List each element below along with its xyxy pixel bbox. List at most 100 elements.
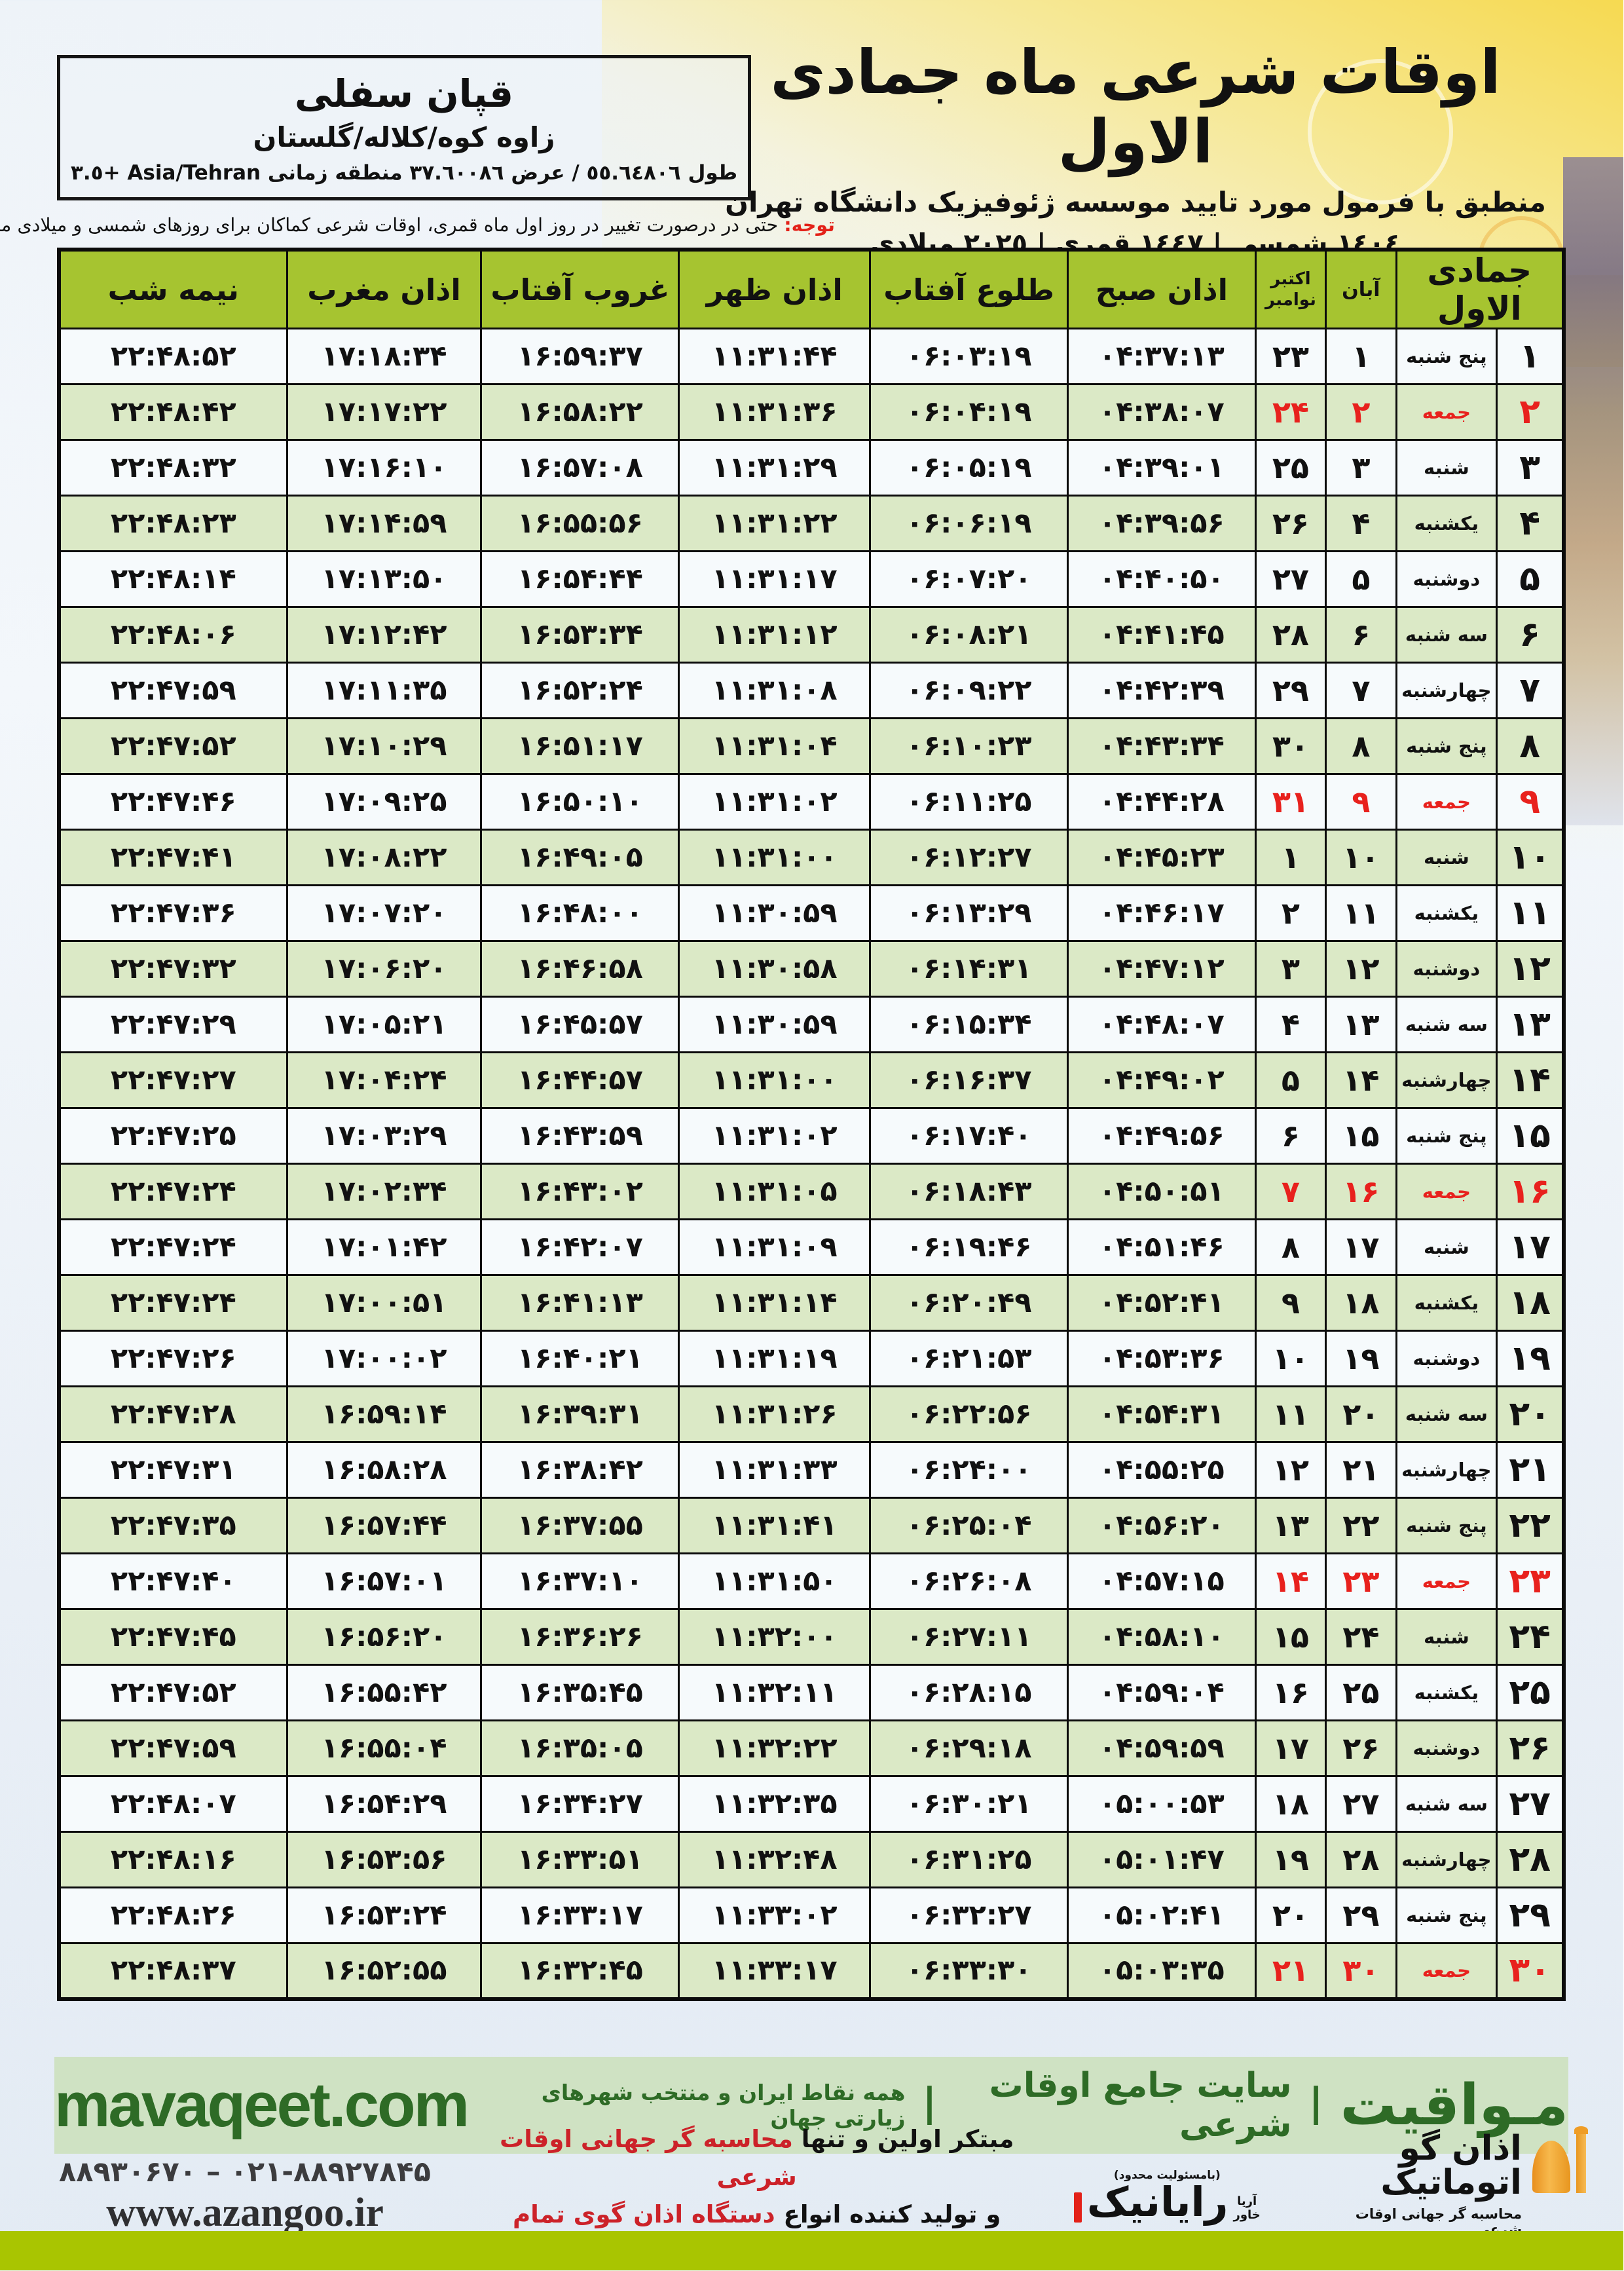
cell-gregorian-day: ۲۰ <box>1255 1886 1328 1944</box>
cell-sunrise: ۰۶:۰۶:۱۹ <box>870 495 1070 552</box>
cell-aban-day: ۳ <box>1325 439 1398 497</box>
cell-day-number: ۱۷ <box>1496 1218 1566 1276</box>
cell-midnight: ۲۲:۴۸:۰۶ <box>58 606 289 664</box>
cell-gregorian-day: ۳۰ <box>1255 717 1328 775</box>
table-row: ۳۰ جمعه ۳۰ ۲۱ ۰۵:۰۳:۳۵ ۰۶:۳۳:۳۰ ۱۱:۳۳:۱۷… <box>58 1942 1566 2000</box>
cell-aban-day: ۲ <box>1325 383 1398 441</box>
cell-weekday: یکشنبه <box>1395 1274 1499 1332</box>
cell-weekday: چهارشنبه <box>1395 662 1499 719</box>
cell-azan-maghreb: ۱۶:۵۳:۲۴ <box>286 1886 483 1944</box>
table-header: جمادی الاول آبان اکتبر نوامبر اذان صبح ط… <box>58 248 1566 329</box>
cell-azan-sobh: ۰۴:۵۱:۴۶ <box>1067 1218 1257 1276</box>
location-box: قپان سفلی زاوه کوه/کلاله/گلستان طول ٥٥.٦… <box>58 55 752 200</box>
cell-midnight: ۲۲:۴۸:۲۳ <box>58 495 289 552</box>
cell-sunrise: ۰۶:۱۴:۳۱ <box>870 940 1070 998</box>
cell-gregorian-day: ۲۹ <box>1255 662 1328 719</box>
cell-midnight: ۲۲:۴۷:۴۶ <box>58 773 289 831</box>
cell-weekday: دوشنبه <box>1395 1719 1499 1777</box>
cell-aban-day: ۲۶ <box>1325 1719 1398 1777</box>
cell-midnight: ۲۲:۴۷:۴۵ <box>58 1608 289 1666</box>
cell-sunset: ۱۶:۵۰:۱۰ <box>481 773 681 831</box>
cell-azan-sobh: ۰۴:۵۴:۳۱ <box>1067 1385 1257 1443</box>
cell-sunrise: ۰۶:۲۹:۱۸ <box>870 1719 1070 1777</box>
cell-day-number: ۱۸ <box>1496 1274 1566 1332</box>
cell-day-number: ۴ <box>1496 495 1566 552</box>
cell-sunrise: ۰۶:۲۴:۰۰ <box>870 1441 1070 1499</box>
cell-aban-day: ۲۴ <box>1325 1608 1398 1666</box>
page-subtitle: منطبق با فرمول مورد تایید موسسه ژئوفیزیک… <box>726 185 1547 218</box>
contact-block: ۰۲۱-۸۸۹۲۷۸۴۵ – ۸۸۹۳۰۶۷۰ www.azangoo.ir <box>36 2156 455 2236</box>
cell-aban-day: ۱۹ <box>1325 1330 1398 1387</box>
cell-day-number: ۱ <box>1496 328 1566 385</box>
cell-midnight: ۲۲:۴۷:۵۹ <box>58 1719 289 1777</box>
cell-gregorian-day: ۱۹ <box>1255 1831 1328 1888</box>
cell-sunrise: ۰۶:۰۷:۲۰ <box>870 550 1070 608</box>
cell-azan-maghreb: ۱۷:۱۴:۵۹ <box>286 495 483 552</box>
cell-aban-day: ۹ <box>1325 773 1398 831</box>
cell-day-number: ۶ <box>1496 606 1566 664</box>
cell-day-number: ۲۵ <box>1496 1664 1566 1721</box>
cell-sunset: ۱۶:۳۵:۴۵ <box>481 1664 681 1721</box>
cell-aban-day: ۲۸ <box>1325 1831 1398 1888</box>
cell-aban-day: ۱۰ <box>1325 829 1398 886</box>
cell-sunset: ۱۶:۳۴:۲۷ <box>481 1775 681 1833</box>
cell-azan-zohr: ۱۱:۳۱:۰۸ <box>678 662 872 719</box>
cell-day-number: ۲۸ <box>1496 1831 1566 1888</box>
cell-gregorian-day: ۳ <box>1255 940 1328 998</box>
cell-gregorian-day: ۱۵ <box>1255 1608 1328 1666</box>
rayanik-logo: (بامسئولیت محدود) آریا خاور رایانیک <box>1060 2169 1276 2223</box>
cell-sunset: ۱۶:۵۱:۱۷ <box>481 717 681 775</box>
table-row: ۱۲ دوشنبه ۱۲ ۳ ۰۴:۴۷:۱۲ ۰۶:۱۴:۳۱ ۱۱:۳۰:۵… <box>58 940 1566 998</box>
cell-midnight: ۲۲:۴۸:۵۲ <box>58 328 289 385</box>
cell-sunrise: ۰۶:۲۸:۱۵ <box>870 1664 1070 1721</box>
cell-azan-maghreb: ۱۷:۰۲:۳۴ <box>286 1163 483 1220</box>
cell-aban-day: ۲۳ <box>1325 1552 1398 1610</box>
cell-gregorian-day: ۱۳ <box>1255 1497 1328 1554</box>
cell-midnight: ۲۲:۴۷:۳۱ <box>58 1441 289 1499</box>
cell-midnight: ۲۲:۴۸:۲۶ <box>58 1886 289 1944</box>
cell-aban-day: ۳۰ <box>1325 1942 1398 2000</box>
table-row: ۲۴ شنبه ۲۴ ۱۵ ۰۴:۵۸:۱۰ ۰۶:۲۷:۱۱ ۱۱:۳۲:۰۰… <box>58 1608 1566 1666</box>
cell-aban-day: ۱۴ <box>1325 1051 1398 1109</box>
cell-azan-zohr: ۱۱:۳۱:۴۴ <box>678 328 872 385</box>
table-row: ۱۸ یکشنبه ۱۸ ۹ ۰۴:۵۲:۴۱ ۰۶:۲۰:۴۹ ۱۱:۳۱:۱… <box>58 1274 1566 1332</box>
cell-gregorian-day: ۲۶ <box>1255 495 1328 552</box>
cell-aban-day: ۴ <box>1325 495 1398 552</box>
table-row: ۴ یکشنبه ۴ ۲۶ ۰۴:۳۹:۵۶ ۰۶:۰۶:۱۹ ۱۱:۳۱:۲۲… <box>58 495 1566 552</box>
cell-sunset: ۱۶:۳۳:۵۱ <box>481 1831 681 1888</box>
rayanik-wordmark: رایانیک <box>1087 2178 1229 2226</box>
cell-sunrise: ۰۶:۲۵:۰۴ <box>870 1497 1070 1554</box>
bottom-info-row: اذان گو اتوماتیک محاسبه گر جهانی اوقات ش… <box>36 2125 1589 2266</box>
column-header-midnight: نیمه شب <box>58 248 289 329</box>
location-coordinates: طول ٥٥.٦٤٨٠٦ / عرض ٣٧.٦٠٠٨٦ منطقه زمانی … <box>71 160 739 185</box>
cell-sunrise: ۰۶:۱۸:۴۳ <box>870 1163 1070 1220</box>
cell-azan-maghreb: ۱۶:۵۲:۵۵ <box>286 1942 483 2000</box>
cell-azan-sobh: ۰۴:۵۲:۴۱ <box>1067 1274 1257 1332</box>
cell-azan-zohr: ۱۱:۳۱:۳۳ <box>678 1441 872 1499</box>
cell-sunrise: ۰۶:۰۵:۱۹ <box>870 439 1070 497</box>
mavaqeet-footer-band: مـواقیت | سایت جامع اوقات شرعی | همه نقا… <box>55 2057 1569 2154</box>
cell-azan-zohr: ۱۱:۳۳:۰۲ <box>678 1886 872 1944</box>
table-row: ۱۵ پنج شنبه ۱۵ ۶ ۰۴:۴۹:۵۶ ۰۶:۱۷:۴۰ ۱۱:۳۱… <box>58 1107 1566 1165</box>
cell-sunset: ۱۶:۴۸:۰۰ <box>481 884 681 942</box>
cell-azan-maghreb: ۱۶:۵۴:۲۹ <box>286 1775 483 1833</box>
cell-azan-zohr: ۱۱:۳۲:۳۵ <box>678 1775 872 1833</box>
cell-azan-maghreb: ۱۷:۰۹:۲۵ <box>286 773 483 831</box>
cell-weekday: سه شنبه <box>1395 1775 1499 1833</box>
cell-weekday: دوشنبه <box>1395 1330 1499 1387</box>
page-title: اوقات شرعی ماه جمادی الاول <box>771 37 1502 177</box>
cell-sunset: ۱۶:۴۰:۲۱ <box>481 1330 681 1387</box>
cell-sunset: ۱۶:۳۹:۳۱ <box>481 1385 681 1443</box>
column-header-sunset: غروب آفتاب <box>481 248 681 329</box>
cell-aban-day: ۲۲ <box>1325 1497 1398 1554</box>
cell-sunset: ۱۶:۳۷:۱۰ <box>481 1552 681 1610</box>
column-header-october-november: اکتبر نوامبر <box>1255 248 1328 329</box>
cell-midnight: ۲۲:۴۷:۳۵ <box>58 1497 289 1554</box>
footer-separator: | <box>923 2080 938 2126</box>
cell-sunrise: ۰۶:۱۰:۲۳ <box>870 717 1070 775</box>
cell-azan-zohr: ۱۱:۳۱:۰۰ <box>678 829 872 886</box>
cell-weekday: جمعه <box>1395 773 1499 831</box>
table-row: ۱۶ جمعه ۱۶ ۷ ۰۴:۵۰:۵۱ ۰۶:۱۸:۴۳ ۱۱:۳۱:۰۵ … <box>58 1163 1566 1220</box>
azangoo-persian-wordmark: اذان گو اتوماتیک <box>1381 2128 1522 2202</box>
table-row: ۱ پنج شنبه ۱ ۲۳ ۰۴:۳۷:۱۳ ۰۶:۰۳:۱۹ ۱۱:۳۱:… <box>58 328 1566 385</box>
